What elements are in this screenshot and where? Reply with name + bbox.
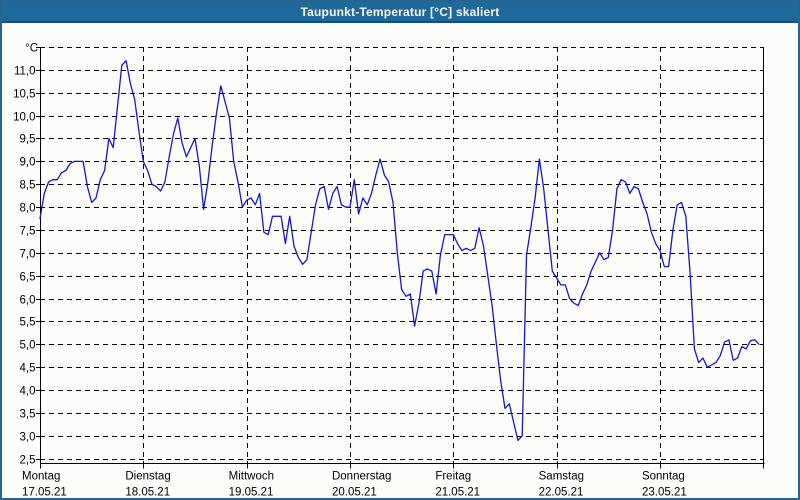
svg-text:8,5: 8,5 bbox=[20, 180, 36, 192]
svg-text:9,5: 9,5 bbox=[20, 134, 36, 146]
svg-text:4,0: 4,0 bbox=[20, 386, 36, 398]
day-name-label: Mittwoch bbox=[229, 471, 274, 483]
svg-text:3,5: 3,5 bbox=[20, 409, 36, 421]
svg-text:10,0: 10,0 bbox=[13, 112, 35, 124]
day-date-label: 17.05.21 bbox=[22, 487, 67, 499]
day-date-label: 21.05.21 bbox=[435, 487, 480, 499]
svg-text:8,0: 8,0 bbox=[20, 203, 36, 215]
y-axis-labels: 2,5 3,0 3,5 4,0 4,5 5,0 5,5 6,0 6,5 7,0 7,5 8,0 8,5 9… bbox=[13, 43, 38, 467]
svg-text:7,5: 7,5 bbox=[20, 226, 36, 238]
day-name-label: Sonntag bbox=[642, 471, 685, 483]
day-date-label: 23.05.21 bbox=[642, 487, 687, 499]
day-name-label: Samstag bbox=[539, 471, 584, 483]
day-name-label: Dienstag bbox=[125, 471, 170, 483]
svg-text:2,5: 2,5 bbox=[20, 455, 36, 467]
svg-text:10,5: 10,5 bbox=[13, 89, 35, 101]
day-name-label: Donnerstag bbox=[332, 471, 391, 483]
day-date-label: 19.05.21 bbox=[229, 487, 274, 499]
gridlines bbox=[40, 47, 764, 463]
day-date-label: 20.05.21 bbox=[332, 487, 377, 499]
y-axis-unit-label: °C bbox=[25, 43, 38, 55]
axes bbox=[36, 47, 765, 469]
day-date-label: 18.05.21 bbox=[125, 487, 170, 499]
day-name-label: Freitag bbox=[435, 471, 471, 483]
svg-text:11,0: 11,0 bbox=[14, 66, 36, 78]
dewpoint-temperature-line bbox=[39, 60, 760, 442]
day-date-label: 22.05.21 bbox=[539, 487, 584, 499]
chart-title: Taupunkt-Temperatur [°C] skaliert bbox=[300, 4, 500, 19]
title-bar: Taupunkt-Temperatur [°C] skaliert bbox=[2, 2, 798, 23]
svg-text:6,5: 6,5 bbox=[20, 272, 36, 284]
svg-text:7,0: 7,0 bbox=[20, 249, 36, 261]
svg-text:5,5: 5,5 bbox=[20, 317, 36, 329]
svg-text:9,0: 9,0 bbox=[20, 157, 36, 169]
svg-text:4,5: 4,5 bbox=[20, 363, 36, 375]
x-axis-labels: Montag 17.05.21 Dienstag 18.05.21 Mittwoch 19… bbox=[22, 471, 687, 499]
svg-text:5,0: 5,0 bbox=[20, 340, 36, 352]
day-name-label: Montag bbox=[22, 471, 60, 483]
svg-text:6,0: 6,0 bbox=[20, 295, 36, 307]
svg-text:3,0: 3,0 bbox=[20, 432, 36, 444]
